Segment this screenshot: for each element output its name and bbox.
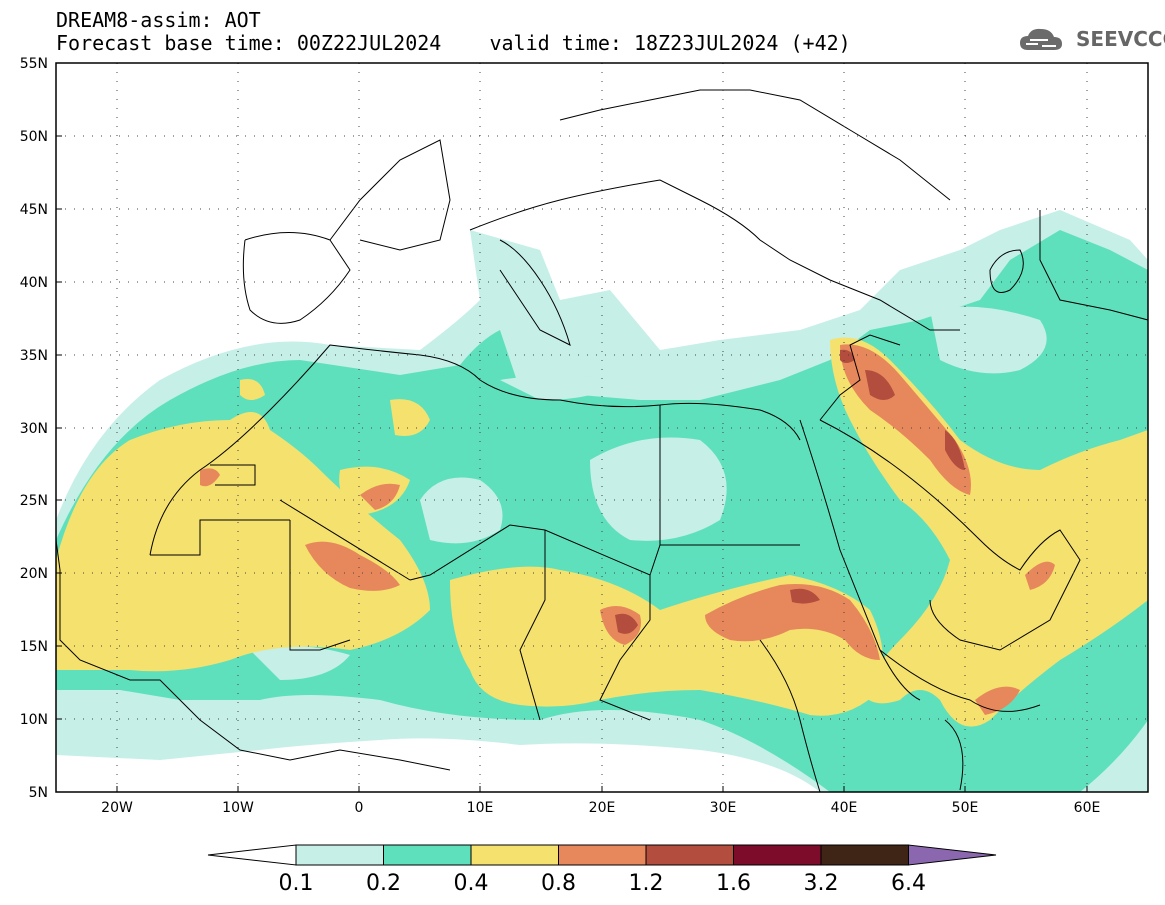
lon-label: 20W bbox=[101, 800, 133, 816]
lat-label: 35N bbox=[20, 348, 48, 364]
lat-labels: 55N 50N 45N 40N 35N 30N 25N 20N 15N 10N … bbox=[20, 56, 48, 801]
axis-ticks bbox=[56, 62, 1088, 793]
colorbar-over-arrow bbox=[908, 844, 997, 866]
lon-labels: 20W 10W 0 10E 20E 30E 40E 50E 60E bbox=[101, 800, 1100, 816]
colorbar-label: 6.4 bbox=[891, 871, 926, 896]
lat-label: 50N bbox=[20, 129, 48, 145]
lat-label: 45N bbox=[20, 202, 48, 218]
lon-label: 10E bbox=[467, 800, 494, 816]
lat-label: 15N bbox=[20, 639, 48, 655]
lon-label: 60E bbox=[1074, 800, 1101, 816]
lat-label: 40N bbox=[20, 275, 48, 291]
gridlines bbox=[56, 63, 1148, 792]
country-borders bbox=[56, 89, 1148, 792]
lat-label: 10N bbox=[20, 712, 48, 728]
colorbar bbox=[207, 844, 997, 866]
colorbar-bin bbox=[820, 844, 909, 866]
lon-label: 40E bbox=[831, 800, 858, 816]
logo-text: SEEVCCC bbox=[1076, 27, 1165, 51]
colorbar-bin bbox=[558, 844, 647, 866]
aot-contour-1.2 bbox=[615, 613, 638, 634]
colorbar-bin bbox=[295, 844, 384, 866]
lat-label: 20N bbox=[20, 566, 48, 582]
chart-title: DREAM8-assim: AOT bbox=[56, 8, 261, 32]
lon-label: 20E bbox=[589, 800, 616, 816]
lon-label: 0 bbox=[355, 800, 364, 816]
lat-label: 55N bbox=[20, 56, 48, 72]
colorbar-bin bbox=[383, 844, 472, 866]
forecast-time-subtitle: Forecast base time: 00Z22JUL2024 valid t… bbox=[56, 31, 851, 55]
colorbar-label: 1.6 bbox=[716, 871, 751, 896]
colorbar-label: 0.8 bbox=[541, 871, 576, 896]
lon-label: 50E bbox=[952, 800, 979, 816]
cloud-icon bbox=[1020, 28, 1062, 50]
colorbar-label: 0.1 bbox=[279, 871, 314, 896]
colorbar-label: 1.2 bbox=[629, 871, 664, 896]
lat-label: 25N bbox=[20, 493, 48, 509]
aot-contour-0.8 bbox=[305, 541, 400, 591]
colorbar-label: 0.2 bbox=[366, 871, 401, 896]
lon-label: 10W bbox=[222, 800, 254, 816]
colorbar-bin bbox=[733, 844, 822, 866]
lat-label: 30N bbox=[20, 421, 48, 437]
lon-label: 30E bbox=[710, 800, 737, 816]
colorbar-label: 0.4 bbox=[454, 871, 489, 896]
colorbar-under-arrow bbox=[207, 844, 297, 866]
colorbar-bin bbox=[645, 844, 734, 866]
colorbar-bin bbox=[470, 844, 559, 866]
colorbar-labels: 0.1 0.2 0.4 0.8 1.2 1.6 3.2 6.4 bbox=[279, 871, 927, 896]
lat-label: 5N bbox=[29, 785, 48, 801]
aot-contour-0.4 bbox=[56, 412, 430, 672]
colorbar-label: 3.2 bbox=[804, 871, 839, 896]
aot-field bbox=[56, 63, 1148, 792]
